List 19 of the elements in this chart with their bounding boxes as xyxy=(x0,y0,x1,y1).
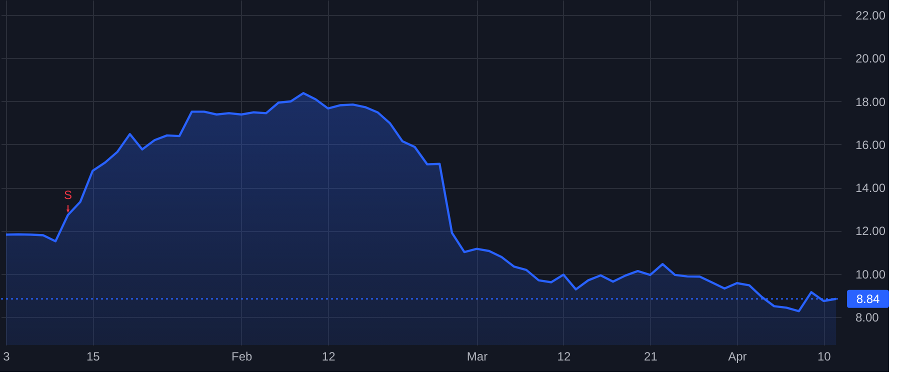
y-tick-label: 10.00 xyxy=(856,267,886,282)
x-tick-label: 10 xyxy=(817,350,832,364)
annotation: S xyxy=(64,188,72,202)
x-tick-label: 15 xyxy=(86,350,100,364)
y-tick-label: 20.00 xyxy=(856,52,886,66)
y-tick-label: 18.00 xyxy=(856,94,886,109)
x-tick-label: 12 xyxy=(322,350,336,364)
x-tick-label: 3 xyxy=(3,350,10,364)
x-tick-label: Apr xyxy=(728,350,747,364)
x-tick-label: Feb xyxy=(232,350,253,364)
y-tick-label: 12.00 xyxy=(856,224,886,238)
ref-line-label: 8.84 xyxy=(856,292,880,306)
y-tick-label: 14.00 xyxy=(856,181,886,196)
y-tick-label: 16.00 xyxy=(856,138,886,152)
x-tick-label: 21 xyxy=(644,350,658,364)
y-tick-label: 22.00 xyxy=(856,8,886,23)
x-tick-label: 12 xyxy=(557,350,571,364)
x-tick-label: Mar xyxy=(466,350,488,364)
y-tick-label: 8.00 xyxy=(856,310,880,324)
